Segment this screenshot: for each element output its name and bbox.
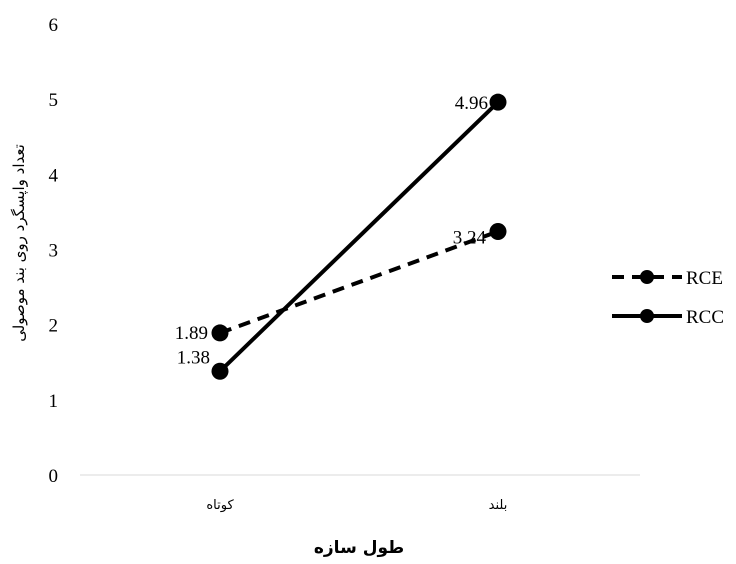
data-labels: 1.89 3.24 1.38 4.96 <box>175 93 488 368</box>
legend-label-rcc: RCC <box>686 307 724 328</box>
y-tick-label: 4 <box>49 165 59 186</box>
legend-marker-rce <box>640 270 654 284</box>
y-axis-title: تعداد واپسگرد روی بند موصولی <box>10 144 29 342</box>
legend: RCE RCC <box>612 268 724 328</box>
y-tick-label: 5 <box>49 90 59 111</box>
y-tick-label: 3 <box>49 241 59 262</box>
data-label-rce: 3.24 <box>453 227 487 248</box>
x-tick-label: بلند <box>489 498 508 513</box>
series-points <box>211 93 507 380</box>
legend-label-rce: RCE <box>686 268 723 289</box>
x-tick-label: کوتاه <box>206 498 234 513</box>
data-label-rce: 1.89 <box>175 323 208 344</box>
y-axis-ticks: 0 1 2 3 4 5 6 <box>49 15 59 487</box>
point-rce <box>489 222 507 240</box>
y-tick-label: 1 <box>49 391 59 412</box>
point-rcc <box>211 362 229 380</box>
y-tick-label: 0 <box>49 466 59 487</box>
y-tick-label: 2 <box>49 316 59 337</box>
x-axis-title: طول سازه <box>314 538 404 558</box>
data-label-rcc: 1.38 <box>177 347 210 368</box>
point-rce <box>211 324 229 342</box>
y-tick-label: 6 <box>49 15 59 36</box>
point-rcc <box>489 93 507 111</box>
data-label-rcc: 4.96 <box>455 93 488 114</box>
legend-marker-rcc <box>640 309 654 323</box>
series-line-rce <box>219 229 499 335</box>
series-line-rcc <box>218 100 500 373</box>
x-axis-ticks: کوتاه بلند <box>206 498 507 513</box>
series-lines <box>218 100 500 373</box>
